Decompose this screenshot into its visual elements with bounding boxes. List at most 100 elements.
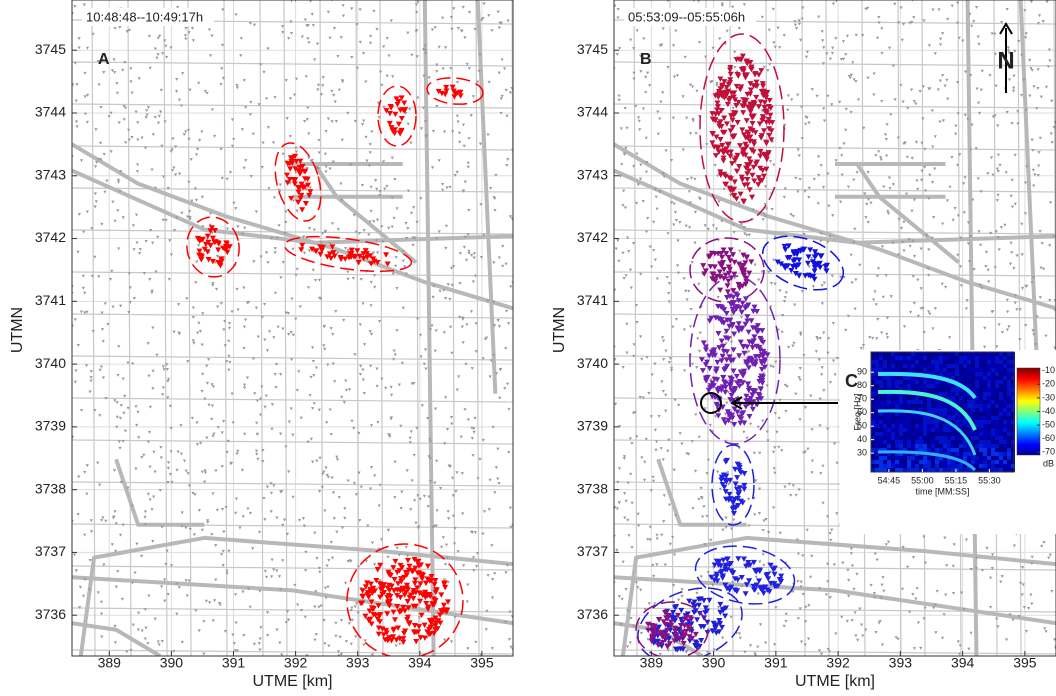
spectrogram-cell <box>927 424 931 428</box>
spectrogram-cell <box>963 352 967 356</box>
spectrogram-cell <box>963 428 967 432</box>
spectrogram-cell <box>931 356 935 360</box>
spectrogram-cell <box>963 408 967 412</box>
spectrogram-cell <box>935 428 939 432</box>
spectrogram-cell <box>999 420 1003 424</box>
spectrogram-cell <box>887 356 891 360</box>
spectrogram-cell <box>891 460 895 464</box>
spectrogram-cell <box>963 392 967 396</box>
spectrogram-cell <box>947 468 951 472</box>
spectrogram-cell <box>963 356 967 360</box>
spectrogram-cell <box>983 384 987 388</box>
spectrogram-cell <box>983 436 987 440</box>
spectrogram-cell <box>959 372 963 376</box>
spectrogram-cell <box>923 436 927 440</box>
highway <box>72 575 513 626</box>
spectrogram-cell <box>895 360 899 364</box>
spectrogram-cell <box>955 432 959 436</box>
spectrogram-cell <box>1011 464 1015 468</box>
colorbar-tick-label: -20 <box>1042 379 1055 389</box>
spectrogram-cell <box>923 384 927 388</box>
spectrogram-cell <box>951 384 955 388</box>
spectrogram-cell <box>895 404 899 408</box>
spectrogram-cell <box>923 396 927 400</box>
spectrogram-cell <box>1003 448 1007 452</box>
spectrogram-cell <box>895 384 899 388</box>
spectrogram-cell <box>899 352 903 356</box>
spectrogram-cell <box>955 412 959 416</box>
spectrogram-cell <box>907 400 911 404</box>
highway <box>475 0 498 394</box>
spectrogram-cell <box>1011 436 1015 440</box>
spectrogram-cell <box>935 424 939 428</box>
spectrogram-cell <box>935 432 939 436</box>
spectrogram-cell <box>927 436 931 440</box>
spectrogram-cell <box>915 436 919 440</box>
spectrogram-cell <box>875 432 879 436</box>
spectrogram-cell <box>951 468 955 472</box>
spectrogram-cell <box>963 364 967 368</box>
spectrogram-cell <box>983 396 987 400</box>
spectrogram-cell <box>1011 412 1015 416</box>
spectrogram-cell <box>939 372 943 376</box>
highway <box>965 0 979 656</box>
spectrogram-cell <box>915 356 919 360</box>
spectrogram-cell <box>923 416 927 420</box>
spectrogram-cell <box>967 356 971 360</box>
spectrogram-cell <box>979 464 983 468</box>
y-tick-label: 80 <box>857 380 867 390</box>
spectrogram-cell <box>939 408 943 412</box>
spectrogram-cell <box>955 388 959 392</box>
spectrogram-cell <box>895 364 899 368</box>
spectrogram-cell <box>891 468 895 472</box>
spectrogram-cell <box>907 360 911 364</box>
spectrogram-cell <box>1003 456 1007 460</box>
spectrogram-cell <box>903 412 907 416</box>
spectrogram-cell <box>895 448 899 452</box>
spectrogram-cell <box>899 388 903 392</box>
spectrogram-cell <box>911 384 915 388</box>
spectrogram-cell <box>983 456 987 460</box>
spectrogram-cell <box>959 436 963 440</box>
spectrogram-cell <box>943 404 947 408</box>
spectrogram-cell <box>999 436 1003 440</box>
spectrogram-cell <box>875 448 879 452</box>
spectrogram-cell <box>899 424 903 428</box>
triggered-station <box>718 457 748 517</box>
spectrogram-cell <box>971 404 975 408</box>
spectrogram-cell <box>895 456 899 460</box>
spectrogram-cell <box>983 368 987 372</box>
spectrogram-cell <box>887 464 891 468</box>
spectrogram-cell <box>935 412 939 416</box>
spectrogram-cell <box>911 376 915 380</box>
spectrogram-cell <box>991 416 995 420</box>
spectrogram-cell <box>1003 432 1007 436</box>
spectrogram-cell <box>911 368 915 372</box>
spectrogram-cell <box>871 416 875 420</box>
spectrogram-cell <box>871 460 875 464</box>
spectrogram-cell <box>991 392 995 396</box>
spectrogram-cell <box>959 380 963 384</box>
spectrogram-cell <box>983 460 987 464</box>
spectrogram-cell <box>955 424 959 428</box>
spectrogram-cell <box>911 412 915 416</box>
spectrogram-cell <box>999 416 1003 420</box>
spectrogram-cell <box>875 364 879 368</box>
spectrogram-cell <box>927 420 931 424</box>
spectrogram-cell <box>1011 356 1015 360</box>
x-tick-label: 55:30 <box>978 475 1001 485</box>
spectrogram-cell <box>979 356 983 360</box>
spectrogram-cell <box>919 428 923 432</box>
spectrogram-cell <box>871 428 875 432</box>
spectrogram-cell <box>883 452 887 456</box>
spectrogram-cell <box>995 464 999 468</box>
spectrogram-cell <box>967 368 971 372</box>
spectrogram-cell <box>875 420 879 424</box>
spectrogram-cell <box>887 412 891 416</box>
spectrogram-cell <box>935 380 939 384</box>
spectrogram-cell <box>1003 364 1007 368</box>
spectrogram-cell <box>971 412 975 416</box>
spectrogram-cell <box>999 360 1003 364</box>
spectrogram-cell <box>963 404 967 408</box>
